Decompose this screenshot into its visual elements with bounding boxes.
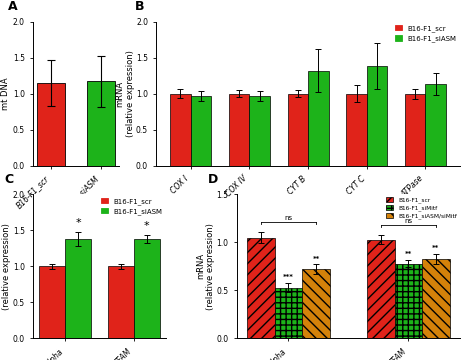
Bar [302,269,330,338]
Bar [405,94,426,166]
Y-axis label: mRNA
(relative expression): mRNA (relative expression) [196,223,215,310]
Text: *: * [144,221,150,231]
Text: ns: ns [404,218,412,224]
Y-axis label: mRNA
(relative expression): mRNA (relative expression) [0,223,11,310]
Bar [39,266,65,338]
Text: B: B [135,0,145,13]
Bar [275,288,302,338]
Bar [65,239,91,338]
Text: ***: *** [283,274,294,280]
Y-axis label: mRNA
(relative expression): mRNA (relative expression) [115,50,135,137]
Text: **: ** [405,251,412,257]
Y-axis label: mt DNA: mt DNA [1,77,10,110]
Text: *: * [75,218,81,228]
Text: ns: ns [284,215,292,221]
Bar [422,259,450,338]
Text: C: C [4,173,13,186]
Bar [394,264,422,338]
Bar [229,94,249,166]
Bar [108,266,134,338]
Legend: B16-F1_scr, B16-F1_siASM: B16-F1_scr, B16-F1_siASM [395,25,456,42]
Bar [308,71,328,166]
Bar [87,81,115,166]
Bar [346,94,367,166]
Bar [134,239,160,338]
Bar [367,66,387,166]
Text: **: ** [432,245,439,251]
Bar [37,83,64,166]
Text: A: A [8,0,17,13]
Bar [426,84,446,166]
Text: **: ** [312,256,319,262]
Legend: B16-F1_scr, B16-F1_siMitf, B16-F1_siASM/siMitf: B16-F1_scr, B16-F1_siMitf, B16-F1_siASM/… [386,197,457,219]
Bar [191,96,211,166]
Bar [170,94,191,166]
Bar [249,96,270,166]
Bar [247,238,275,338]
Bar [288,94,308,166]
Text: D: D [208,173,219,186]
Legend: B16-F1_scr, B16-F1_siASM: B16-F1_scr, B16-F1_siASM [101,198,163,215]
Bar [367,239,394,338]
